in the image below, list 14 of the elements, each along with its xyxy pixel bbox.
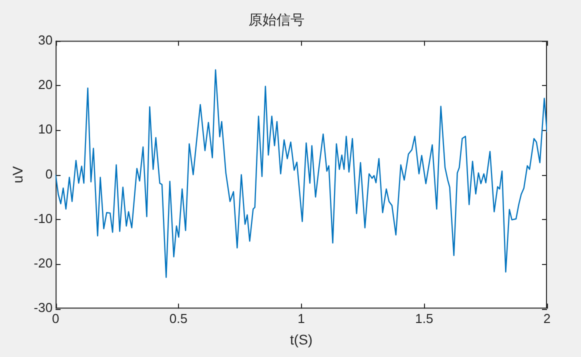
y-tick-label: -10 — [34, 210, 53, 226]
x-tick-label: 1.5 — [415, 310, 434, 326]
y-tick-label: -30 — [34, 300, 53, 316]
y-tick-label: 10 — [38, 122, 53, 137]
y-tick-label: -20 — [34, 256, 53, 271]
x-tick-label: 1 — [298, 310, 305, 326]
x-axis-title: t(S) — [290, 331, 313, 348]
y-tick-label: 20 — [38, 77, 53, 92]
chart-title: 原始信号 — [248, 11, 304, 28]
y-axis-title: uV — [9, 165, 26, 184]
x-tick-label: 2 — [543, 310, 551, 326]
y-tick-label: 0 — [45, 166, 53, 182]
y-tick-label: 30 — [38, 32, 53, 48]
x-tick-label: 0.5 — [169, 310, 188, 326]
